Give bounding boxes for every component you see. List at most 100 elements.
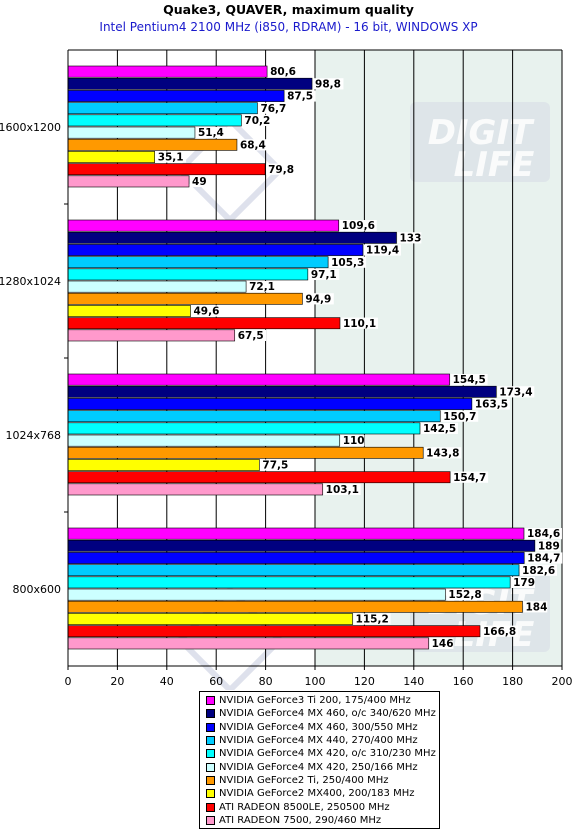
x-tick-label: 140 [403,675,424,688]
legend-label: NVIDIA GeForce4 MX 440, 270/400 MHz [219,735,418,747]
legend-swatch [206,722,215,732]
bar-value-label: 143,8 [426,447,459,459]
bar-label-bg [353,613,391,625]
bar-value-label: 184 [525,601,547,613]
legend-swatch [206,775,215,785]
x-tick-label: 0 [65,675,72,688]
bar-value-label: 179 [513,577,535,589]
bar-value-label: 98,8 [315,78,341,90]
bar-value-label: 154,7 [453,472,486,484]
x-tick-label: 120 [354,675,375,688]
legend-label: ATI RADEON 7500, 290/460 MHz [219,814,382,826]
bar [67,65,268,78]
x-tick-label: 100 [305,675,326,688]
watermark-text: DIGIT [428,113,535,153]
bar-value-label: 163,5 [475,399,508,411]
bar-value-label: 152,8 [448,589,481,601]
bar-label-bg [191,305,222,317]
bar [67,292,303,305]
bar-label-bg [511,576,535,588]
legend-label: ATI RADEON 8500LE, 250500 MHz [219,801,390,813]
legend-item: NVIDIA GeForce4 MX 420, 250/166 MHz [206,760,439,773]
legend-item: ATI RADEON 8500LE, 250500 MHz [206,800,439,813]
bar-label-bg [308,268,340,280]
bar [67,231,397,244]
bar [67,552,525,564]
legend-item: NVIDIA GeForce4 MX 420, o/c 310/230 MHz [206,747,439,760]
bar-value-label: 79,8 [268,164,294,176]
legend-item: NVIDIA GeForce2 MX400, 200/183 MHz [206,787,439,800]
bar-value-label: 115,2 [356,614,389,626]
bar [67,434,341,447]
legend-label: NVIDIA GeForce4 MX 460, 300/550 MHz [219,721,418,733]
bar [67,329,236,342]
legend-swatch [206,696,215,706]
bar-label-bg [450,374,488,386]
bar-value-label: 184,6 [527,528,560,540]
legend-item: NVIDIA GeForce3 Ti 200, 175/400 MHz [206,694,439,707]
bar-label-bg [339,220,377,232]
bar-label-bg [397,232,422,244]
bar [67,471,451,484]
bar-label-bg [535,540,560,552]
x-tick-label: 40 [160,675,174,688]
bar [67,600,523,613]
x-tick-label: 180 [502,675,523,688]
bar-value-label: 94,9 [305,293,331,305]
bar-label-bg [155,151,187,163]
bar-value-label: 173,4 [499,386,532,398]
x-tick-label: 80 [259,675,273,688]
bar-label-bg [303,293,334,305]
bar-label-bg [441,410,479,422]
bar-label-bg [520,564,558,576]
bar-value-label: 49,6 [194,306,220,318]
bar [67,385,497,398]
bar-value-label: 142,5 [423,423,456,435]
legend-swatch [206,736,215,746]
bar [67,114,242,127]
bar [67,151,155,163]
bar-label-bg [446,589,484,601]
bar [67,483,323,496]
x-tick-label: 60 [209,675,223,688]
bar-value-label: 70,2 [244,115,270,127]
bar [67,138,238,151]
bar-label-bg [242,114,273,126]
bar [67,317,341,330]
legend-label: NVIDIA GeForce3 Ti 200, 175/400 MHz [219,695,411,707]
bar [67,564,520,577]
bar-label-bg [247,281,278,293]
bar [67,268,309,281]
bar-label-bg [329,256,367,268]
bar [67,305,191,317]
bar [67,576,511,589]
watermark-text: LIFE [454,145,535,185]
bar-label-bg [523,601,548,613]
bar-value-label: 67,5 [238,330,264,342]
bar-label-bg [323,483,361,495]
bar-value-label: 72,1 [249,281,275,293]
bar-value-label: 119,4 [366,245,399,257]
bar [67,244,364,256]
bar-value-label: 150,7 [443,411,476,423]
bar [67,459,260,471]
bar [67,446,424,459]
bar-chart: DIGITLIFEDIGITLIFE 80,698,887,576,770,25… [0,49,573,690]
x-tick-label: 200 [552,675,573,688]
bar-value-label: 166,8 [483,626,516,638]
bar-label-bg [451,471,489,483]
bar [67,527,525,540]
bar-value-label: 103,1 [326,484,359,496]
bar [67,90,285,102]
legend-swatch [206,815,215,825]
bar-label-bg [190,175,208,187]
bar-value-label: 109,6 [342,220,375,232]
bar-label-bg [313,78,344,90]
bar-value-label: 80,6 [270,66,296,78]
chart-subtitle: Intel Pentium4 2100 MHz (i850, RDRAM) - … [99,20,478,34]
legend-item: NVIDIA GeForce4 MX 440, 270/400 MHz [206,734,439,747]
bar-label-bg [363,244,401,256]
legend-item: NVIDIA GeForce2 Ti, 250/400 MHz [206,774,439,787]
bar [67,126,196,139]
legend-item: ATI RADEON 7500, 290/460 MHz [206,814,439,827]
